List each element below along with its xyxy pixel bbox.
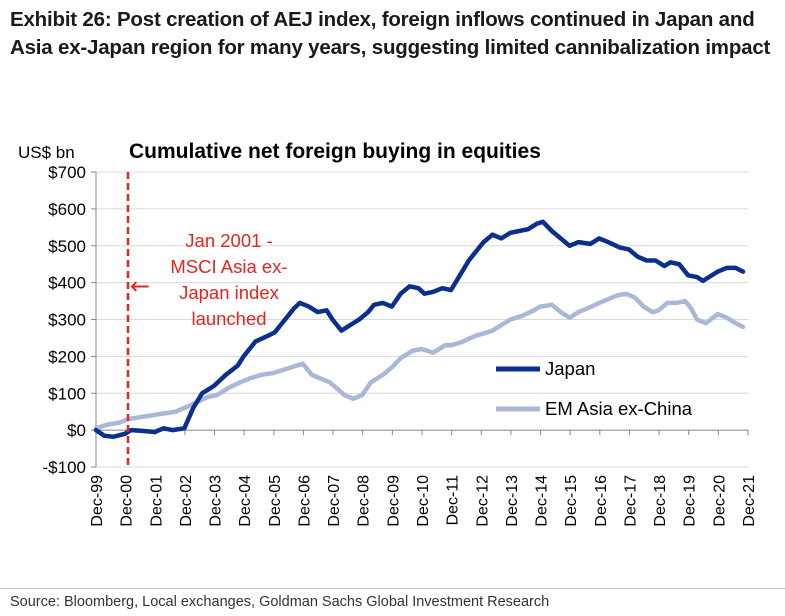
y-tick-label: $600 <box>48 200 86 219</box>
legend: Japan EM Asia ex-China <box>496 358 693 419</box>
exhibit-title: Exhibit 26: Post creation of AEJ index, … <box>10 8 771 59</box>
legend-label-em-asia-ex-china: EM Asia ex-China <box>545 398 693 419</box>
series-line-japan <box>93 219 746 440</box>
annotation-text-line: Jan 2001 - <box>185 230 272 251</box>
x-tick-label: Dec-11 <box>445 475 462 525</box>
x-tick-label: Dec-17 <box>622 475 639 527</box>
x-tick-label: Dec-06 <box>296 475 313 527</box>
chart: Cumulative net foreign buying in equitie… <box>18 140 758 527</box>
x-tick-label: Dec-03 <box>208 475 225 527</box>
x-tick-label: Dec-15 <box>563 475 580 527</box>
chart-title: Cumulative net foreign buying in equitie… <box>129 140 541 163</box>
series-line-em-asia-ex-china <box>93 291 746 431</box>
x-tick-label: Dec-05 <box>267 475 284 527</box>
x-tick-labels: Dec-99 Dec-00 Dec-01 Dec-02 Dec-03 Dec-04 Dec-… <box>89 475 758 527</box>
y-tick-label: $100 <box>48 384 86 403</box>
y-tick-label: $700 <box>48 163 86 182</box>
y-tick-label: $400 <box>48 274 86 293</box>
y-axis-label: US$ bn <box>18 143 75 162</box>
annotation-text-line: MSCI Asia ex- <box>170 256 287 277</box>
x-tick-label: Dec-13 <box>504 475 521 527</box>
y-tick-label: $500 <box>48 237 86 256</box>
annotation: ← Jan 2001 - MSCI Asia ex- Japan index launc… <box>126 172 288 467</box>
series-lines <box>93 219 746 440</box>
annotation-arrow: ← <box>130 272 150 300</box>
x-tick-label: Dec-07 <box>326 475 343 527</box>
x-tick-label: Dec-09 <box>385 475 402 527</box>
x-tick-label: Dec-02 <box>178 475 195 527</box>
annotation-text-line: launched <box>191 308 266 329</box>
annotation-text-line: Japan index <box>179 282 280 303</box>
x-tick-label: Dec-04 <box>237 475 254 527</box>
legend-label-japan: Japan <box>545 358 595 379</box>
x-tick-label: Dec-00 <box>119 475 136 527</box>
y-tick-label: $0 <box>67 421 86 440</box>
y-tick-label: $200 <box>48 347 86 366</box>
x-tick-label: Dec-99 <box>89 475 106 527</box>
x-tick-label: Dec-20 <box>711 475 728 527</box>
x-tick-label: Dec-10 <box>415 475 432 527</box>
y-tick-labels: -$100 $0 $100 $200 $300 $400 $500 $600 $700 <box>43 163 86 477</box>
x-tick-label: Dec-21 <box>741 475 758 527</box>
source-divider <box>0 588 785 589</box>
source-note: Source: Bloomberg, Local exchanges, Gold… <box>10 594 550 610</box>
x-tick-label: Dec-01 <box>148 475 165 527</box>
x-tick-label: Dec-14 <box>534 475 551 527</box>
x-tick-label: Dec-16 <box>593 475 610 527</box>
x-tick-label: Dec-19 <box>682 475 699 527</box>
x-tick-label: Dec-18 <box>652 475 669 527</box>
y-tick-label: $300 <box>48 311 86 330</box>
x-tick-label: Dec-12 <box>474 475 491 527</box>
x-tick-label: Dec-08 <box>356 475 373 527</box>
y-tick-label: -$100 <box>43 458 86 477</box>
